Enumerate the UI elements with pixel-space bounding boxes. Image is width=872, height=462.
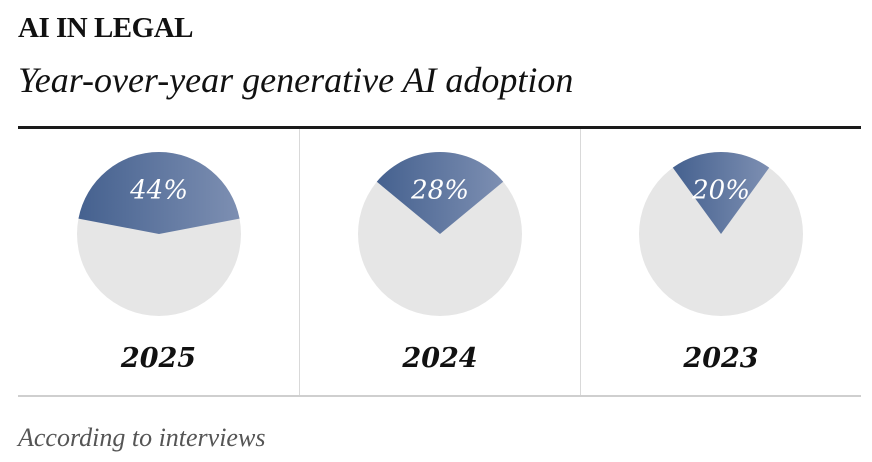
pie-panel-2: 20% 2023	[580, 129, 861, 395]
pie-panel-0: 44% 2025	[18, 129, 299, 395]
pie-chart-1: 28%	[358, 152, 522, 316]
year-label-2: 2023	[683, 343, 759, 374]
top-rule	[18, 126, 861, 129]
pie-panels: 44% 2025 28% 2024 20% 2023	[18, 129, 861, 395]
pie-value-label-0: 44%	[129, 175, 188, 205]
source-note: According to interviews	[18, 423, 266, 452]
bottom-rule	[18, 395, 861, 397]
pie-value-label-2: 20%	[691, 175, 750, 205]
pie-slice-2	[672, 152, 770, 234]
pie-value-label-1: 28%	[410, 175, 469, 205]
chart-title: Year-over-year generative AI adoption	[18, 60, 574, 100]
pie-slice-0	[77, 152, 240, 234]
pie-chart-2: 20%	[639, 152, 803, 316]
year-label-1: 2024	[402, 343, 478, 374]
pie-panel-1: 28% 2024	[299, 129, 580, 395]
pie-slice-1	[376, 152, 504, 234]
kicker: AI IN LEGAL	[18, 12, 194, 44]
year-label-0: 2025	[120, 343, 197, 374]
pie-chart-0: 44%	[76, 152, 241, 316]
